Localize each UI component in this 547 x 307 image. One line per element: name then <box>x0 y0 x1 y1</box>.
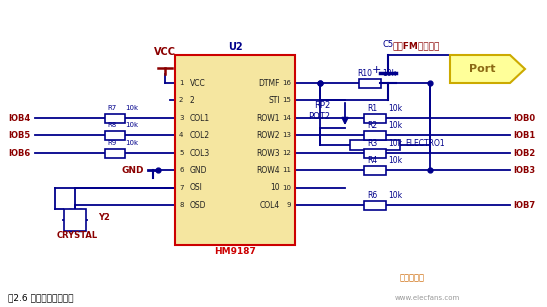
Text: 11: 11 <box>282 167 291 173</box>
Text: 10k: 10k <box>125 140 138 146</box>
Text: OSI: OSI <box>190 184 203 192</box>
Bar <box>364 200 386 209</box>
Text: STI: STI <box>269 95 280 104</box>
Text: R4: R4 <box>367 156 377 165</box>
Text: R9: R9 <box>107 140 117 146</box>
Text: 2: 2 <box>190 95 195 104</box>
Text: 10k: 10k <box>125 122 138 128</box>
Text: COL2: COL2 <box>190 130 210 139</box>
Text: DTMF: DTMF <box>259 79 280 87</box>
Text: Y2: Y2 <box>98 212 110 221</box>
Text: IOB2: IOB2 <box>513 149 536 157</box>
Text: Port: Port <box>469 64 496 74</box>
Text: IOB4: IOB4 <box>8 114 30 122</box>
Text: RP2: RP2 <box>314 100 330 110</box>
Text: IOB5: IOB5 <box>8 130 30 139</box>
Text: 2: 2 <box>179 97 183 103</box>
Text: 8: 8 <box>179 202 183 208</box>
Bar <box>364 165 386 174</box>
Text: CRYSTAL: CRYSTAL <box>56 231 97 240</box>
Bar <box>364 130 386 139</box>
Text: www.elecfans.com: www.elecfans.com <box>395 295 460 301</box>
Text: 7: 7 <box>179 185 183 191</box>
Text: 15: 15 <box>282 97 291 103</box>
Text: COL4: COL4 <box>260 200 280 209</box>
Bar <box>105 114 125 122</box>
Text: 送至FM调制输入: 送至FM调制输入 <box>393 41 440 50</box>
Text: GND: GND <box>190 165 207 174</box>
Text: 10: 10 <box>270 184 280 192</box>
Text: IOB7: IOB7 <box>513 200 535 209</box>
Text: IOB1: IOB1 <box>513 130 536 139</box>
Text: R10: R10 <box>358 69 373 78</box>
Text: 10k: 10k <box>388 191 402 200</box>
Text: ELECTRO1: ELECTRO1 <box>405 138 445 147</box>
Text: 5: 5 <box>179 150 183 156</box>
Text: 1: 1 <box>179 80 183 86</box>
Text: VCC: VCC <box>190 79 206 87</box>
Text: HM9187: HM9187 <box>214 247 256 256</box>
Text: 10: 10 <box>282 185 291 191</box>
Text: 14: 14 <box>282 115 291 121</box>
Text: 10k: 10k <box>388 139 402 148</box>
Text: IOB6: IOB6 <box>8 149 30 157</box>
Text: R8: R8 <box>107 122 117 128</box>
Text: 3: 3 <box>179 115 183 121</box>
Text: R3: R3 <box>367 139 377 148</box>
Bar <box>64 209 86 231</box>
Text: 9: 9 <box>287 202 291 208</box>
Text: ROW4: ROW4 <box>257 165 280 174</box>
Text: 4: 4 <box>179 132 183 138</box>
Text: POT2: POT2 <box>308 111 330 121</box>
Bar <box>175 55 295 245</box>
Bar <box>105 149 125 157</box>
Text: 图2.6 双音频编码原理图: 图2.6 双音频编码原理图 <box>8 293 73 302</box>
Text: ROW1: ROW1 <box>257 114 280 122</box>
Text: ROW3: ROW3 <box>257 149 280 157</box>
Text: 6: 6 <box>179 167 183 173</box>
Polygon shape <box>450 55 525 83</box>
Text: R2: R2 <box>367 121 377 130</box>
Text: COL3: COL3 <box>190 149 210 157</box>
Text: R7: R7 <box>107 105 117 111</box>
Text: ROW2: ROW2 <box>257 130 280 139</box>
Text: OSD: OSD <box>190 200 207 209</box>
Bar <box>105 130 125 139</box>
Text: 12: 12 <box>282 150 291 156</box>
Text: 10k: 10k <box>388 104 402 113</box>
Text: +: + <box>371 64 381 75</box>
Text: 10k: 10k <box>382 69 396 78</box>
Text: 10k: 10k <box>388 121 402 130</box>
Text: 13: 13 <box>282 132 291 138</box>
Bar <box>350 140 400 150</box>
Bar <box>364 114 386 122</box>
Text: GND: GND <box>121 165 144 174</box>
Text: IOB0: IOB0 <box>513 114 535 122</box>
Text: 10k: 10k <box>388 156 402 165</box>
Text: U2: U2 <box>228 42 242 52</box>
Bar <box>359 79 381 87</box>
Text: VCC: VCC <box>154 47 176 57</box>
Text: R1: R1 <box>367 104 377 113</box>
Text: IOB3: IOB3 <box>513 165 535 174</box>
Text: COL1: COL1 <box>190 114 210 122</box>
Text: 10k: 10k <box>125 105 138 111</box>
Text: 电子发烧友: 电子发烧友 <box>400 274 425 282</box>
Text: 16: 16 <box>282 80 291 86</box>
Bar <box>364 149 386 157</box>
Text: C5: C5 <box>382 40 393 49</box>
Text: R6: R6 <box>367 191 377 200</box>
